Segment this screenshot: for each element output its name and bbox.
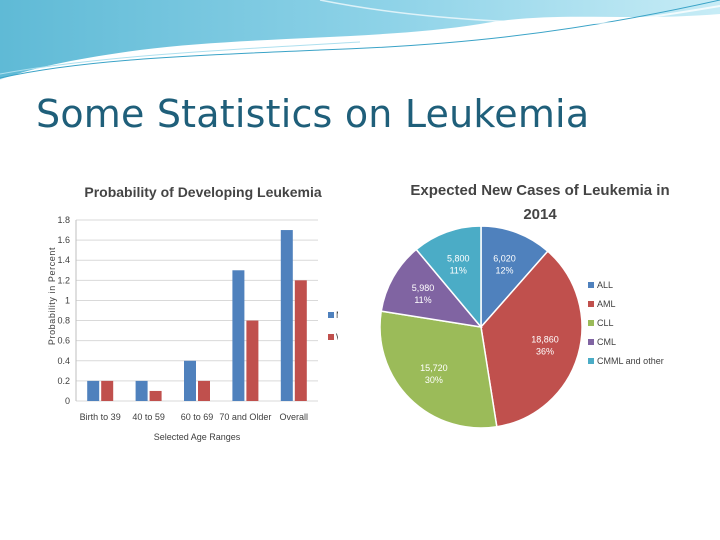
pie-slice-aml <box>480 250 583 428</box>
x-axis-label: Selected Age Ranges <box>154 432 241 442</box>
legend-label-aml: AML <box>597 299 616 309</box>
pie-value-label-cll: 15,720 <box>420 363 448 373</box>
probability-bar-chart: Probability of Developing Leukemia 0 0.2 0.… <box>33 172 367 454</box>
pie-slice-cmml <box>415 225 482 330</box>
legend-label-cmml: CMML and other <box>597 356 664 366</box>
bar-women-1 <box>149 390 162 401</box>
legend-swatch-cll <box>588 320 594 326</box>
legend-swatch-cmml <box>588 358 594 364</box>
legend-swatch-women <box>328 334 334 340</box>
pie-percent-label-cll: 30% <box>425 375 443 385</box>
legend-label-all: ALL <box>597 280 613 290</box>
bar-men-4 <box>280 230 293 401</box>
pie-percent-label-cmml: 11% <box>450 265 467 275</box>
y-tick-label: 1.6 <box>57 235 70 245</box>
bar-men-2 <box>184 360 196 401</box>
legend-swatch-cml <box>588 339 594 345</box>
bar-men-3 <box>232 270 245 401</box>
pie-chart-title-year: 2014 <box>523 206 557 223</box>
legend-swatch-all <box>588 282 594 288</box>
y-tick-label: 1.4 <box>57 255 70 265</box>
legend-label-cml: CML <box>597 337 616 347</box>
bar-women-4 <box>294 280 307 401</box>
x-tick-label: 60 to 69 <box>181 412 214 422</box>
y-tick-label: 0.8 <box>57 316 70 326</box>
slide-title: Some Statistics on Leukemia <box>36 92 590 136</box>
bar-chart-title: Probability of Developing Leukemia <box>84 184 321 200</box>
x-tick-label: Birth to 39 <box>80 412 121 422</box>
y-tick-label: 1.2 <box>57 275 70 285</box>
pie-percent-label-cml: 11% <box>414 295 431 305</box>
pie-value-label-aml: 18,860 <box>531 335 559 345</box>
bar-women-0 <box>101 380 114 401</box>
legend-swatch-aml <box>588 301 594 307</box>
bar-men-0 <box>87 380 100 401</box>
pie-value-label-all: 6,020 <box>493 254 516 264</box>
header-wave-decoration <box>0 0 720 81</box>
x-tick-label: Overall <box>280 412 309 422</box>
x-tick-label: 70 and Older <box>219 412 271 422</box>
x-tick-label: 40 to 59 <box>132 412 165 422</box>
y-tick-label: 0.2 <box>57 376 70 386</box>
pie-percent-label-all: 12% <box>496 266 514 276</box>
pie-value-label-cmml: 5,800 <box>447 253 470 263</box>
y-tick-label: 0 <box>65 396 70 406</box>
bar-men-1 <box>135 380 148 401</box>
bar-women-2 <box>198 380 210 401</box>
legend-swatch-men <box>328 312 334 318</box>
legend-label-cll: CLL <box>597 318 614 328</box>
y-tick-label: 1.8 <box>57 215 70 225</box>
y-tick-label: 0.4 <box>57 356 70 366</box>
bar-women-3 <box>246 320 259 401</box>
pie-percent-label-aml: 36% <box>536 347 554 357</box>
y-axis-label: Probability in Percent <box>47 247 57 345</box>
pie-value-label-cml: 5,980 <box>412 283 435 293</box>
pie-slice-all <box>480 225 549 329</box>
pie-slice-cml <box>380 248 483 329</box>
new-cases-pie-chart: Expected New Cases of Leukemia in 2014 6,0… <box>338 158 720 458</box>
y-tick-label: 1 <box>65 295 70 305</box>
pie-slice-cll <box>379 310 498 429</box>
pie-chart-title: Expected New Cases of Leukemia in <box>410 182 669 199</box>
y-tick-label: 0.6 <box>57 336 70 346</box>
